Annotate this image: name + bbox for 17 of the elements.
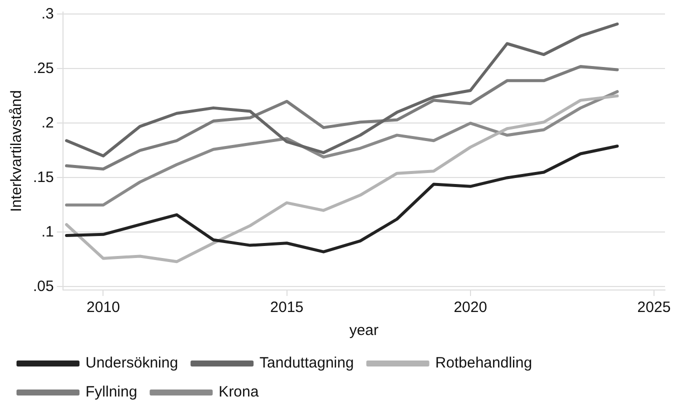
legend-label: Krona bbox=[218, 384, 260, 401]
y-tick-label: .05 bbox=[32, 278, 54, 295]
x-tick-label: 2025 bbox=[637, 299, 671, 316]
y-tick-label: .1 bbox=[41, 223, 54, 240]
y-tick-label: .15 bbox=[32, 168, 54, 186]
legend-label: Tanduttagning bbox=[260, 354, 354, 372]
legend-label: Fyllning bbox=[86, 384, 138, 401]
x-axis-title: year bbox=[349, 322, 379, 340]
y-tick-label: .2 bbox=[41, 114, 54, 132]
y-tick-label: .3 bbox=[41, 5, 54, 22]
y-axis-title: Interkvartilavstånd bbox=[8, 90, 26, 212]
x-tick-label: 2015 bbox=[270, 299, 304, 316]
x-tick-label: 2010 bbox=[86, 299, 120, 316]
legend-label: Undersökning bbox=[86, 354, 178, 372]
y-tick-label: .25 bbox=[32, 60, 54, 77]
legend-label: Rotbehandling bbox=[435, 354, 532, 372]
x-tick-label: 2020 bbox=[454, 299, 488, 316]
